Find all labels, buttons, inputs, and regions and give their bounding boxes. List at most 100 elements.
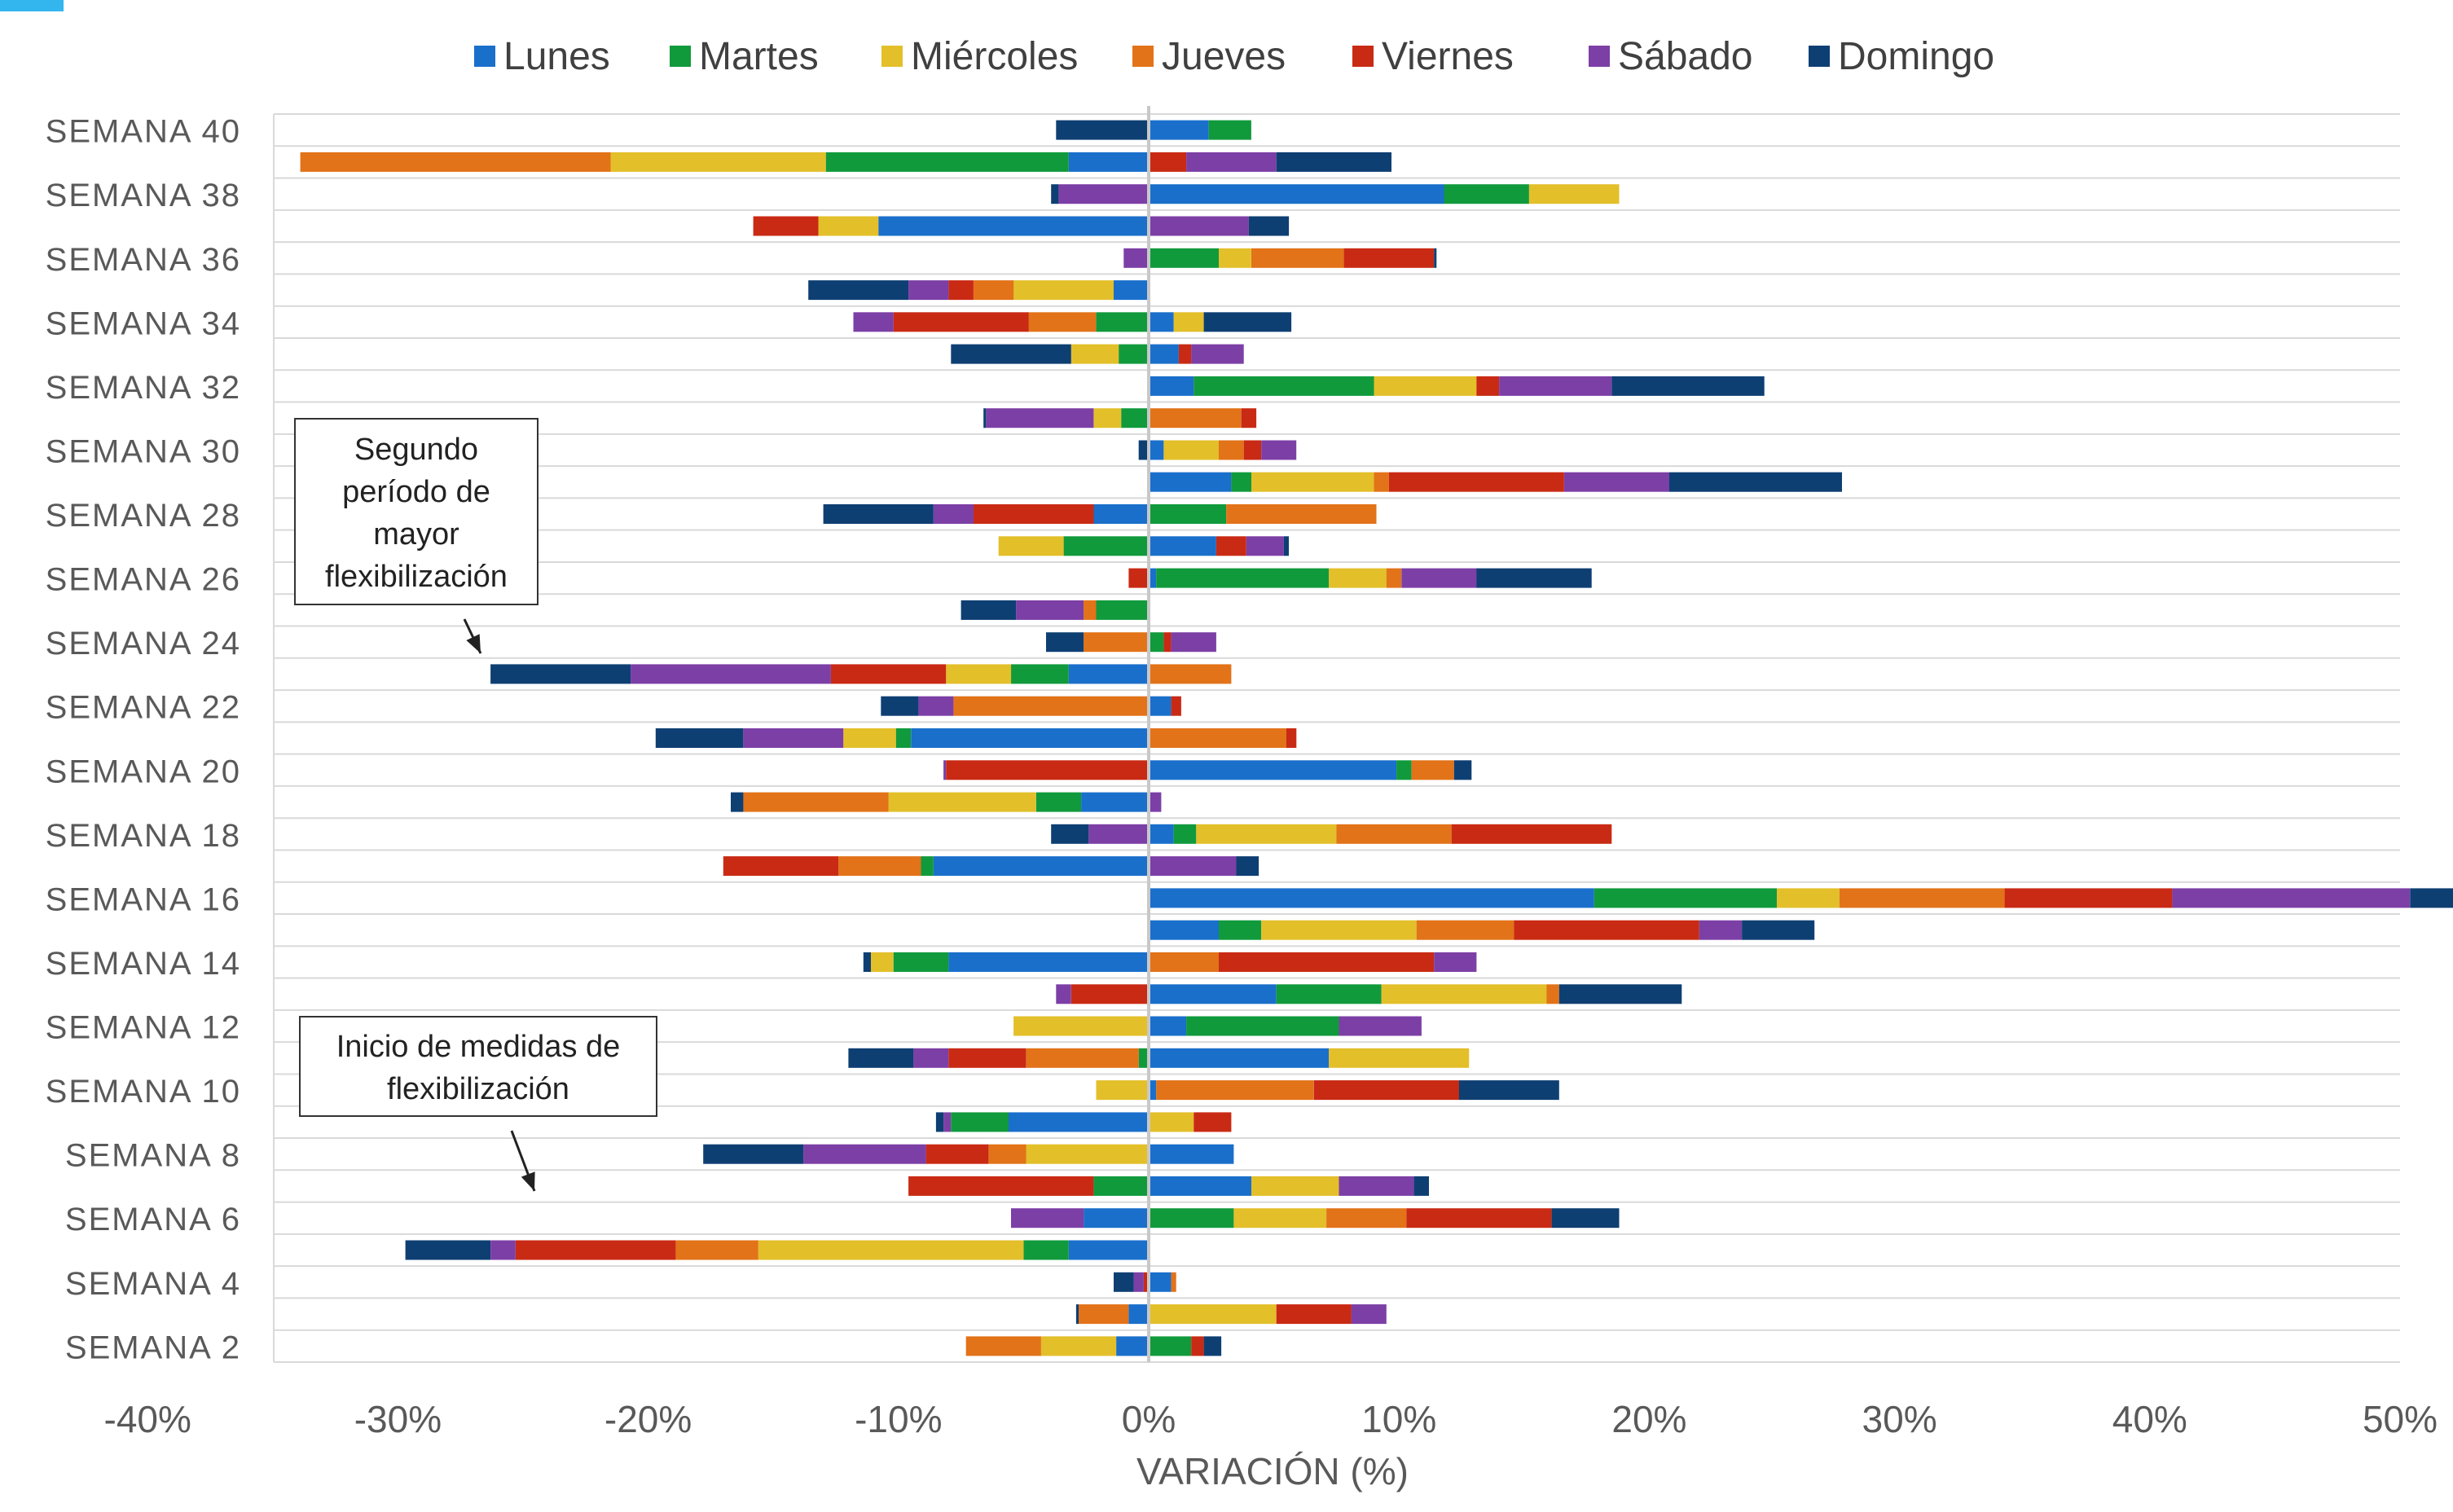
bar-lunes-semana-2 bbox=[1116, 1336, 1149, 1356]
bar-viernes-semana-30 bbox=[1243, 440, 1262, 460]
annotation-second-period-text: mayor bbox=[373, 517, 459, 552]
bar-sabado-semana-19 bbox=[1149, 792, 1162, 812]
bar-domingo-semana-23 bbox=[490, 664, 631, 684]
bar-lunes-semana-15 bbox=[1149, 920, 1219, 940]
bar-miercoles-semana-21 bbox=[843, 728, 896, 748]
bar-viernes-semana-13 bbox=[1070, 984, 1149, 1004]
bar-viernes-semana-14 bbox=[1219, 952, 1435, 972]
bar-jueves-semana-6 bbox=[1326, 1208, 1407, 1228]
bar-viernes-semana-23 bbox=[830, 664, 947, 684]
bar-miercoles-semana-36 bbox=[1219, 248, 1251, 268]
category-label: SEMANA 10 bbox=[46, 1074, 241, 1110]
bar-viernes-semana-26 bbox=[1128, 568, 1149, 588]
bar-martes-semana-15 bbox=[1219, 920, 1262, 940]
bar-jueves-semana-19 bbox=[743, 792, 889, 812]
bar-lunes-semana-35 bbox=[1114, 280, 1149, 301]
bar-domingo-semana-13 bbox=[1558, 984, 1682, 1004]
bar-sabado-semana-33 bbox=[1191, 344, 1244, 364]
bar-lunes-semana-34 bbox=[1149, 312, 1174, 332]
bar-martes-semana-31 bbox=[1121, 408, 1149, 429]
bar-domingo-semana-34 bbox=[1203, 312, 1292, 332]
bar-miercoles-semana-3 bbox=[1149, 1304, 1277, 1325]
category-label: SEMANA 30 bbox=[46, 433, 241, 469]
legend-swatch-2 bbox=[881, 46, 903, 67]
bar-sabado-semana-18 bbox=[1088, 824, 1149, 844]
bar-viernes-semana-28 bbox=[974, 504, 1094, 524]
bar-jueves-semana-21 bbox=[1149, 728, 1286, 748]
bar-viernes-semana-6 bbox=[1406, 1208, 1552, 1228]
bar-sabado-semana-38 bbox=[1058, 184, 1149, 204]
x-tick-label: -40% bbox=[104, 1398, 191, 1440]
bar-lunes-semana-37 bbox=[878, 216, 1149, 236]
bar-sabado-semana-20 bbox=[943, 760, 947, 780]
bar-jueves-semana-10 bbox=[1156, 1080, 1314, 1101]
legend-swatch-0 bbox=[474, 46, 495, 67]
bar-martes-semana-25 bbox=[1096, 600, 1149, 620]
bar-martes-semana-14 bbox=[893, 952, 949, 972]
bar-miercoles-semana-30 bbox=[1163, 440, 1219, 460]
bar-viernes-semana-15 bbox=[1514, 920, 1699, 940]
bar-lunes-semana-27 bbox=[1149, 536, 1216, 556]
annotation-first-measures-box bbox=[299, 1016, 657, 1117]
bar-viernes-semana-2 bbox=[1191, 1336, 1204, 1356]
bar-jueves-semana-31 bbox=[1149, 408, 1242, 429]
legend-swatch-1 bbox=[670, 46, 691, 67]
category-label: SEMANA 18 bbox=[46, 818, 241, 854]
bar-sabado-semana-15 bbox=[1699, 920, 1742, 940]
bar-miercoles-semana-8 bbox=[1026, 1144, 1149, 1164]
bar-sabado-semana-28 bbox=[933, 504, 974, 524]
x-tick-label: 30% bbox=[1862, 1398, 1937, 1440]
annotation-second-period-arrowhead bbox=[466, 634, 481, 653]
x-axis-title: VARIACIÓN (%) bbox=[1136, 1450, 1409, 1492]
bar-miercoles-semana-35 bbox=[1013, 280, 1114, 301]
bar-domingo-semana-30 bbox=[1138, 440, 1149, 460]
bar-sabado-semana-32 bbox=[1499, 376, 1612, 396]
bar-domingo-semana-35 bbox=[808, 280, 909, 301]
bar-domingo-semana-15 bbox=[1742, 920, 1815, 940]
bar-sabado-semana-5 bbox=[490, 1240, 516, 1260]
bar-viernes-semana-16 bbox=[2004, 888, 2173, 908]
bar-miercoles-semana-6 bbox=[1233, 1208, 1327, 1228]
bar-miercoles-semana-26 bbox=[1329, 568, 1387, 588]
bar-viernes-semana-3 bbox=[1276, 1304, 1352, 1325]
bar-jueves-semana-35 bbox=[974, 280, 1014, 301]
bar-martes-semana-9 bbox=[951, 1112, 1009, 1132]
bar-lunes-semana-26 bbox=[1149, 568, 1157, 588]
bar-lunes-semana-20 bbox=[1149, 760, 1397, 780]
bar-miercoles-semana-18 bbox=[1196, 824, 1337, 844]
bar-jueves-semana-5 bbox=[675, 1240, 758, 1260]
bar-martes-semana-38 bbox=[1444, 184, 1529, 204]
bar-jueves-semana-11 bbox=[1026, 1048, 1139, 1068]
bar-sabado-semana-11 bbox=[913, 1048, 949, 1068]
annotation-first-measures-text: Inicio de medidas de bbox=[336, 1030, 621, 1064]
bar-lunes-semana-6 bbox=[1084, 1208, 1149, 1228]
bar-viernes-semana-22 bbox=[1171, 696, 1181, 716]
bar-jueves-semana-8 bbox=[988, 1144, 1026, 1164]
bar-martes-semana-23 bbox=[1011, 664, 1069, 684]
bar-domingo-semana-33 bbox=[951, 344, 1071, 364]
bar-sabado-semana-17 bbox=[1149, 856, 1237, 877]
bar-martes-semana-39 bbox=[825, 152, 1069, 172]
bar-lunes-semana-29 bbox=[1149, 472, 1232, 492]
bar-domingo-semana-32 bbox=[1611, 376, 1765, 396]
category-label: SEMANA 24 bbox=[46, 626, 241, 662]
bar-miercoles-semana-32 bbox=[1374, 376, 1477, 396]
bar-lunes-semana-5 bbox=[1068, 1240, 1149, 1260]
bar-martes-semana-2 bbox=[1149, 1336, 1192, 1356]
bar-jueves-semana-26 bbox=[1386, 568, 1402, 588]
category-label: SEMANA 6 bbox=[65, 1202, 241, 1237]
bar-viernes-semana-10 bbox=[1313, 1080, 1459, 1101]
category-label: SEMANA 14 bbox=[46, 946, 241, 982]
bar-miercoles-semana-15 bbox=[1261, 920, 1417, 940]
annotation-first-measures-arrowhead bbox=[521, 1171, 535, 1191]
bar-miercoles-semana-29 bbox=[1251, 472, 1374, 492]
bar-jueves-semana-3 bbox=[1079, 1304, 1129, 1325]
bar-lunes-semana-14 bbox=[948, 952, 1149, 972]
bar-sabado-semana-12 bbox=[1339, 1016, 1422, 1036]
bar-jueves-semana-4 bbox=[1171, 1272, 1176, 1292]
bar-martes-semana-29 bbox=[1231, 472, 1251, 492]
bar-viernes-semana-24 bbox=[1163, 632, 1172, 653]
legend-swatch-5 bbox=[1589, 46, 1610, 67]
bar-miercoles-semana-33 bbox=[1070, 344, 1119, 364]
